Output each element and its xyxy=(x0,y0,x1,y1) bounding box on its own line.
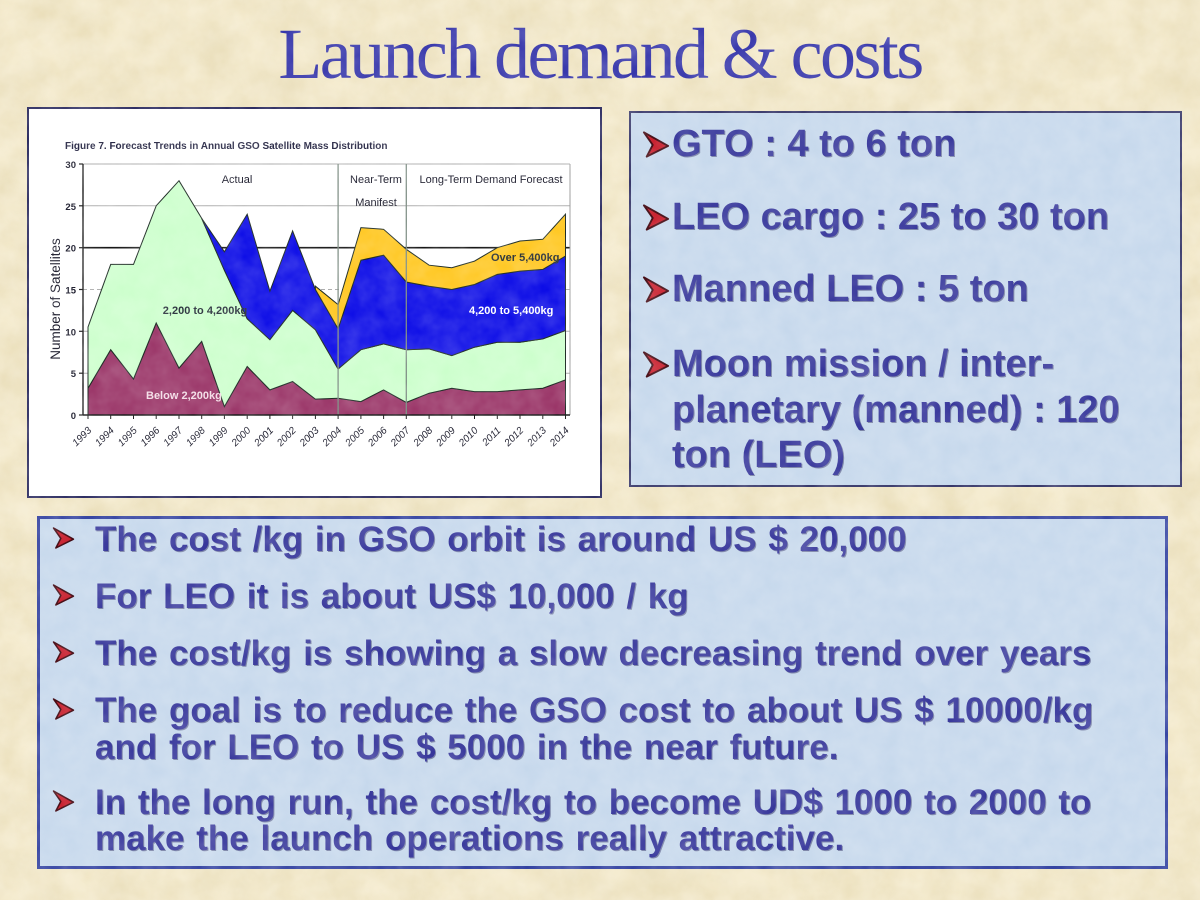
svg-text:5: 5 xyxy=(71,369,77,380)
svg-text:25: 25 xyxy=(65,202,76,213)
svg-text:Over 5,400kg: Over 5,400kg xyxy=(491,252,560,264)
svg-text:10: 10 xyxy=(65,327,76,338)
svg-text:Actual: Actual xyxy=(222,174,253,186)
svg-text:Below 2,200kg: Below 2,200kg xyxy=(146,390,222,402)
svg-text:Near-Term: Near-Term xyxy=(350,174,402,186)
svg-text:4,200 to 5,400kg: 4,200 to 5,400kg xyxy=(469,305,553,317)
svg-text:30: 30 xyxy=(65,160,76,171)
svg-text:Number of Satellites: Number of Satellites xyxy=(48,238,63,360)
svg-text:Long-Term Demand Forecast: Long-Term Demand Forecast xyxy=(419,174,562,186)
svg-text:15: 15 xyxy=(65,286,76,297)
svg-text:20: 20 xyxy=(65,244,76,255)
svg-text:Figure 7. Forecast Trends in A: Figure 7. Forecast Trends in Annual GSO … xyxy=(65,141,387,152)
svg-text:Manifest: Manifest xyxy=(355,197,397,209)
svg-text:2,200 to 4,200kg: 2,200 to 4,200kg xyxy=(163,305,247,317)
svg-text:0: 0 xyxy=(71,411,76,422)
